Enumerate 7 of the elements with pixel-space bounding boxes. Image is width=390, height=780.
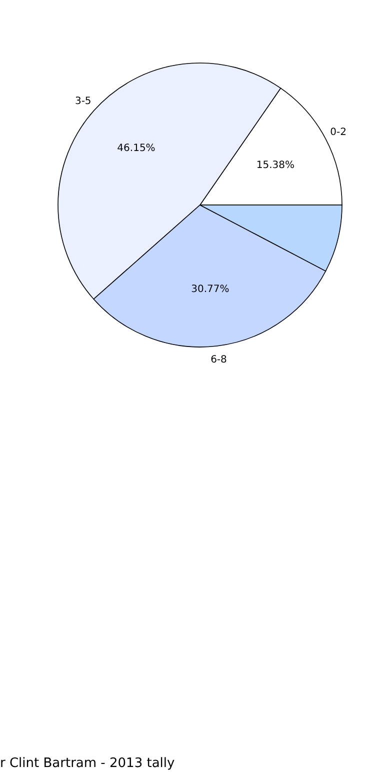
slice-label: 6-8 bbox=[210, 354, 227, 366]
data-label: 46.15% bbox=[117, 142, 156, 154]
data-label: 15.38% bbox=[256, 160, 295, 171]
slice-label: 0-2 bbox=[330, 126, 346, 138]
data-label: 30.77% bbox=[191, 284, 230, 296]
text: r Clint Bartram - 2013 tally bbox=[0, 756, 175, 771]
slice-label: 3-5 bbox=[74, 96, 92, 107]
